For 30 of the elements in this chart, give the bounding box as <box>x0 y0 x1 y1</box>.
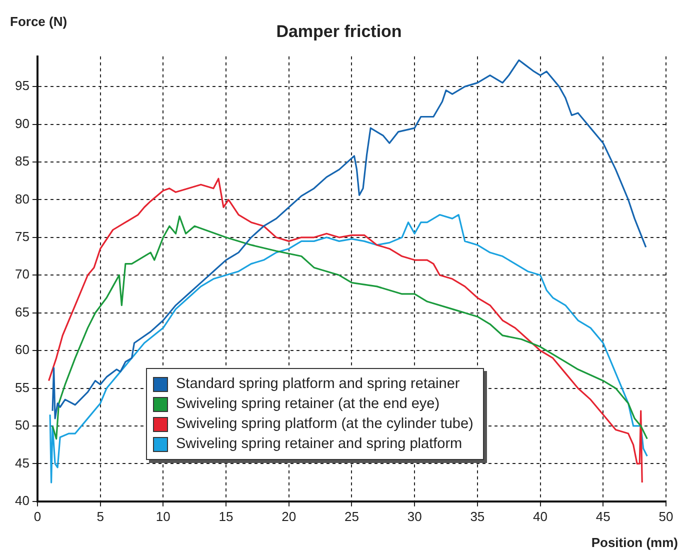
x-tick-label: 10 <box>156 508 170 524</box>
y-tick-label: 75 <box>14 228 30 244</box>
chart-title: Damper friction <box>276 22 402 41</box>
legend-label: Standard spring platform and spring retainer <box>176 375 460 394</box>
y-tick-label: 65 <box>14 304 30 320</box>
legend-label: Swiveling spring retainer (at the end eye) <box>176 395 440 414</box>
x-tick-label: 40 <box>533 508 548 524</box>
x-tick-label: 15 <box>218 508 234 524</box>
y-tick-label: 90 <box>14 116 30 131</box>
y-tick-label: 60 <box>14 342 30 358</box>
y-tick-label: 55 <box>14 380 30 395</box>
legend-label: Swiveling spring platform (at the cylinder tube) <box>176 415 474 434</box>
x-tick-label: 25 <box>344 508 359 524</box>
x-axis-title: Position (mm) <box>591 535 678 550</box>
x-tick-label: 35 <box>470 508 485 524</box>
y-axis-title: Force (N) <box>10 14 68 29</box>
y-tick-label: 95 <box>14 78 30 94</box>
x-tick-label: 5 <box>96 508 104 524</box>
y-tick-label: 40 <box>14 492 30 508</box>
y-tick-label: 70 <box>14 266 30 282</box>
y-tick-label: 85 <box>14 154 30 169</box>
legend-label: Swiveling spring retainer and spring platform <box>176 435 462 454</box>
x-tick-label: 30 <box>407 508 422 524</box>
y-tick-label: 45 <box>14 455 30 470</box>
y-tick-label: 80 <box>14 191 30 206</box>
x-tick-label: 20 <box>282 508 296 524</box>
x-tick-label: 45 <box>596 508 610 524</box>
y-tick-label: 50 <box>14 418 30 433</box>
x-tick-label: 50 <box>658 508 674 524</box>
x-tick-label: 0 <box>34 508 42 524</box>
